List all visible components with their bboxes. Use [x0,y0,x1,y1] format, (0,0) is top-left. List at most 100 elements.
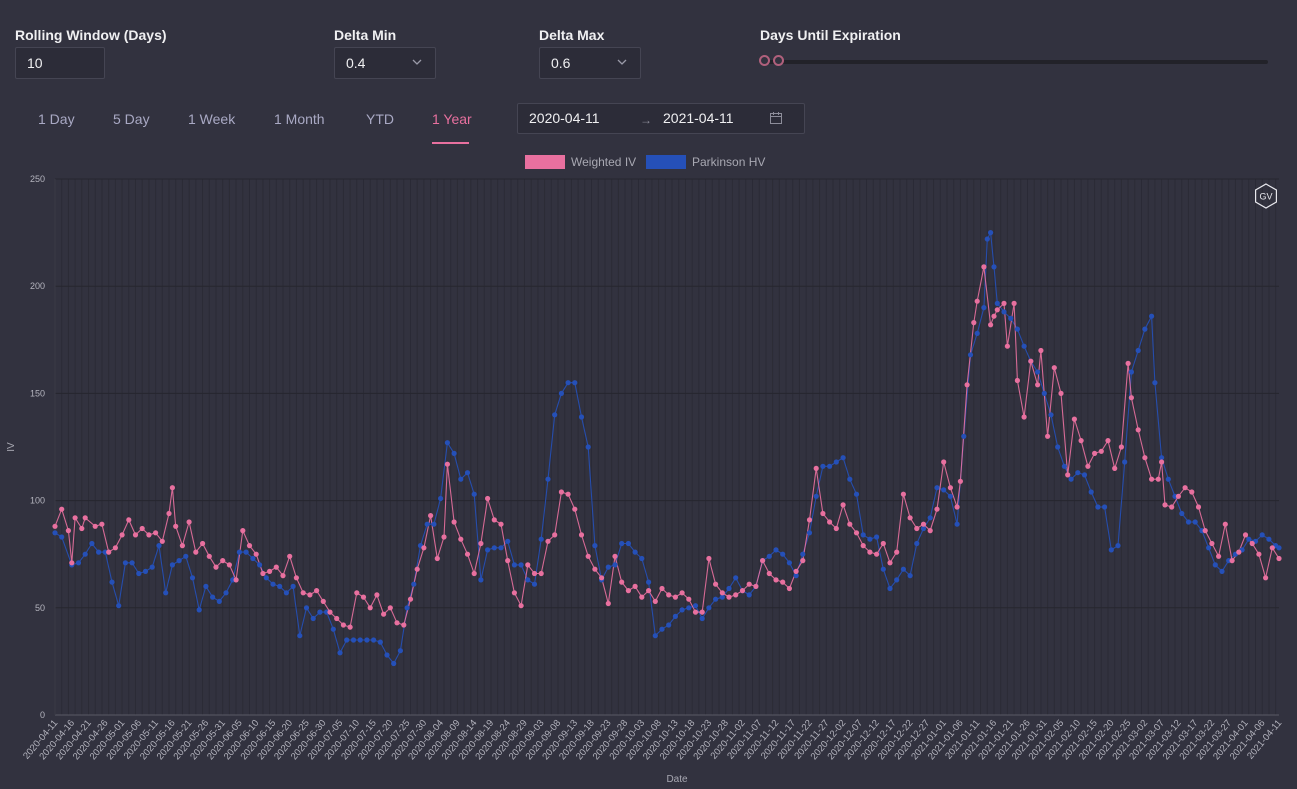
date-range-picker[interactable]: 2020-04-11 → 2021-04-11 [517,103,805,134]
data-point-parkinson-hv [505,538,511,544]
data-point-parkinson-hv [713,596,719,602]
data-point-parkinson-hv [659,626,665,632]
data-point-parkinson-hv [263,575,269,581]
data-point-weighted-iv [173,523,179,529]
data-point-parkinson-hv [780,551,786,557]
data-point-weighted-iv [1021,414,1027,420]
y-tick-label: 0 [40,710,45,720]
data-point-parkinson-hv [337,650,343,656]
slider-handle-min[interactable] [759,55,770,66]
tab-5-day[interactable]: 5 Day [113,111,150,127]
data-point-parkinson-hv [511,562,517,568]
data-point-weighted-iv [625,588,632,594]
date-range-start[interactable]: 2020-04-11 [529,110,600,126]
days-until-expiration-slider[interactable] [760,60,1268,64]
data-point-parkinson-hv [1159,455,1165,461]
data-point-weighted-iv [954,504,960,510]
data-point-weighted-iv [565,491,571,497]
data-point-parkinson-hv [89,540,95,547]
data-point-weighted-iv [1169,504,1175,510]
days-until-expiration-label: Days Until Expiration [760,27,901,43]
data-point-parkinson-hv [914,540,920,547]
legend-label-parkinson-hv[interactable]: Parkinson HV [692,155,766,169]
data-point-weighted-iv [780,579,786,585]
data-point-parkinson-hv [357,637,363,643]
data-point-parkinson-hv [451,450,457,456]
data-point-parkinson-hv [283,590,289,596]
data-point-weighted-iv [444,461,450,467]
data-point-parkinson-hv [706,605,712,611]
data-point-parkinson-hv [538,536,544,542]
data-point-parkinson-hv [498,545,504,551]
data-point-parkinson-hv [981,305,987,311]
data-point-weighted-iv [421,545,427,551]
data-point-weighted-iv [874,551,880,557]
arrow-right-icon: → [640,113,652,127]
data-point-weighted-iv [666,592,672,598]
data-point-weighted-iv [880,540,886,547]
data-point-weighted-iv [806,517,813,523]
calendar-icon[interactable] [769,111,783,125]
data-point-weighted-iv [1065,472,1071,478]
data-point-weighted-iv [813,465,819,471]
data-point-weighted-iv [166,510,172,517]
data-point-weighted-iv [1256,551,1262,557]
data-point-weighted-iv [538,570,544,577]
rolling-window-input[interactable]: 10 [15,47,105,79]
data-point-weighted-iv [746,581,752,587]
data-point-weighted-iv [220,558,226,564]
delta-max-select[interactable]: 0.6 [539,47,641,79]
data-point-parkinson-hv [612,562,618,568]
chevron-down-icon [617,59,627,65]
data-point-parkinson-hv [860,532,866,538]
data-point-weighted-iv [686,596,692,602]
data-point-parkinson-hv [1108,547,1114,553]
tab-1-year[interactable]: 1 Year [432,111,472,127]
tab-1-day[interactable]: 1 Day [38,111,75,127]
data-point-weighted-iv [1182,485,1188,491]
data-point-parkinson-hv [847,476,853,482]
data-point-weighted-iv [927,528,933,534]
x-axis-title: Date [666,774,688,785]
data-point-parkinson-hv [525,577,531,583]
data-point-parkinson-hv [726,585,732,592]
slider-handle-max[interactable] [773,55,784,66]
data-point-parkinson-hv [431,521,437,527]
data-point-parkinson-hv [1152,380,1158,386]
series-line-weighted-iv [54,266,1280,628]
date-range-end[interactable]: 2021-04-11 [663,110,734,126]
data-point-weighted-iv [340,622,346,628]
legend-label-weighted-iv[interactable]: Weighted IV [571,155,637,169]
data-point-parkinson-hv [485,547,491,553]
data-point-weighted-iv [659,585,665,592]
data-point-weighted-iv [860,543,866,549]
data-point-parkinson-hv [813,493,819,499]
data-point-parkinson-hv [163,590,169,596]
tab-ytd[interactable]: YTD [366,111,394,127]
data-point-parkinson-hv [176,558,182,564]
data-point-weighted-iv [267,568,273,574]
tab-1-week[interactable]: 1 Week [188,111,236,127]
data-point-weighted-iv [1236,549,1242,555]
data-point-parkinson-hv [961,433,967,439]
data-point-parkinson-hv [52,530,58,536]
rolling-window-label: Rolling Window (Days) [15,27,167,43]
delta-min-select[interactable]: 0.4 [334,47,436,79]
data-point-weighted-iv [1229,558,1235,564]
data-point-parkinson-hv [880,566,886,572]
data-point-parkinson-hv [189,575,196,581]
data-point-weighted-iv [65,528,71,534]
data-point-parkinson-hv [984,236,990,242]
data-point-parkinson-hv [1142,326,1148,332]
data-point-parkinson-hv [1185,519,1192,525]
data-point-weighted-iv [847,521,853,527]
data-point-weighted-iv [773,577,779,583]
data-point-weighted-iv [401,622,407,628]
tab-1-month[interactable]: 1 Month [274,111,325,127]
data-point-parkinson-hv [833,459,839,465]
data-point-weighted-iv [69,560,75,566]
legend-swatch-weighted-iv[interactable] [525,155,565,169]
data-point-parkinson-hv [203,583,209,589]
data-point-weighted-iv [511,590,517,596]
legend-swatch-parkinson-hv[interactable] [646,155,686,169]
